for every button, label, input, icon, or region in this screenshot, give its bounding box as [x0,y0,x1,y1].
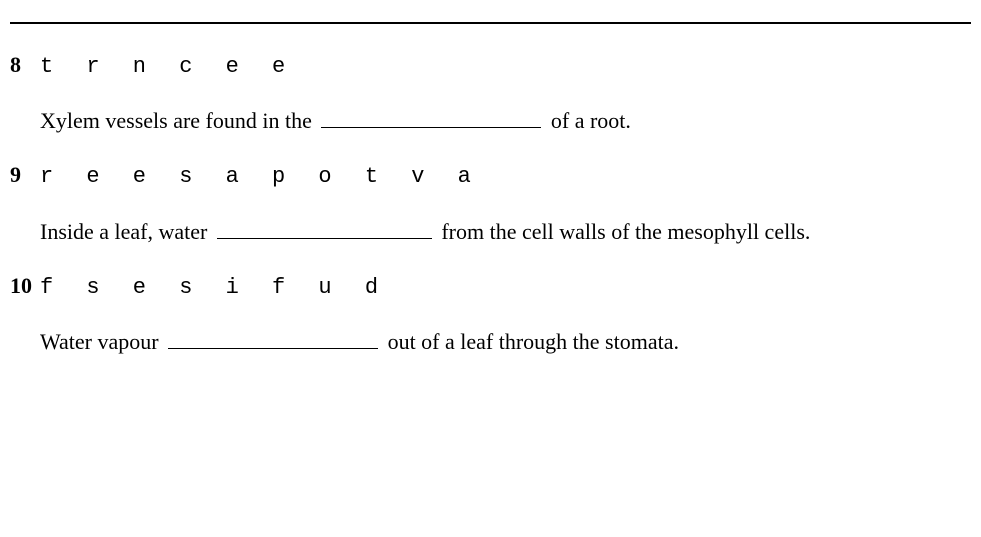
question-sentence: Inside a leaf, water from the cell walls… [40,213,971,248]
question-number: 10 [10,273,40,299]
sentence-post: out of a leaf through the stomata. [382,324,679,359]
sentence-pre: Inside a leaf, water [40,214,213,249]
question-block: 9 r e e s a p o t v a Inside a leaf, wat… [10,162,971,248]
question-number: 9 [10,162,40,188]
sentence-pre: Xylem vessels are found in the [40,103,317,138]
anagram-clue: t r n c e e [40,54,295,79]
sentence-post: of a root. [545,103,631,138]
worksheet-page: 8 t r n c e e Xylem vessels are found in… [0,22,981,537]
anagram-clue: r e e s a p o t v a [40,164,481,189]
question-number: 8 [10,52,40,78]
question-block: 8 t r n c e e Xylem vessels are found in… [10,52,971,138]
question-sentence: Xylem vessels are found in the of a root… [40,103,971,138]
answer-blank[interactable] [321,103,541,128]
sentence-post: from the cell walls of the mesophyll cel… [436,214,811,249]
question-block: 10 f s e s i f u d Water vapour out of a… [10,273,971,359]
question-clue-line: 8 t r n c e e [10,52,971,79]
answer-blank[interactable] [168,324,378,349]
sentence-pre: Water vapour [40,324,164,359]
top-horizontal-rule [10,22,971,24]
question-sentence: Water vapour out of a leaf through the s… [40,324,971,359]
answer-blank[interactable] [217,213,432,238]
question-clue-line: 10 f s e s i f u d [10,273,971,300]
anagram-clue: f s e s i f u d [40,275,388,300]
question-clue-line: 9 r e e s a p o t v a [10,162,971,189]
